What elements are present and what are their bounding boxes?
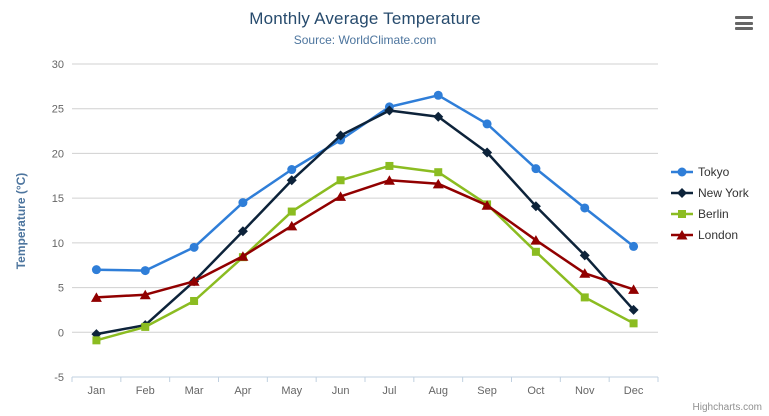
data-point-new-york[interactable] (335, 130, 346, 141)
data-point-new-york[interactable] (628, 304, 639, 315)
x-axis-tick-label: Apr (234, 385, 251, 397)
legend-diamond-icon (671, 187, 693, 198)
x-axis-tick-label: Feb (136, 385, 155, 397)
data-point-berlin[interactable] (580, 293, 589, 302)
data-point-new-york[interactable] (237, 226, 248, 237)
data-point-london[interactable] (139, 289, 151, 300)
legend: Tokyo New York Berlin London (671, 161, 749, 245)
y-axis-tick-label: -5 (54, 372, 64, 384)
series-new-york[interactable] (91, 105, 639, 340)
data-point-london[interactable] (579, 268, 591, 278)
legend-label: Tokyo (698, 164, 730, 179)
data-point-tokyo[interactable] (482, 119, 492, 129)
y-axis-tick-label: 15 (52, 193, 64, 205)
data-point-london[interactable] (628, 284, 640, 294)
data-point-tokyo[interactable] (238, 198, 248, 208)
data-point-tokyo[interactable] (531, 164, 541, 174)
chart-title: Monthly Average Temperature (249, 9, 481, 28)
legend-marker-tokyo[interactable] (677, 167, 687, 176)
x-axis-tick-label: Jun (332, 385, 350, 397)
legend-item-berlin[interactable]: Berlin (671, 203, 749, 224)
hamburger-icon (735, 27, 753, 30)
data-point-london[interactable] (90, 292, 102, 302)
legend-marker-new-york[interactable] (677, 187, 687, 198)
x-axis-tick-label: Aug (428, 385, 448, 397)
y-axis-tick-label: 0 (58, 327, 64, 339)
x-axis-tick-label: Jan (88, 385, 106, 397)
series-line-london[interactable] (95, 179, 635, 299)
x-axis-tick-label: Nov (575, 385, 595, 397)
chart-subtitle: Source: WorldClimate.com (293, 33, 437, 47)
data-point-london[interactable] (383, 175, 395, 185)
x-axis-tick-label: May (281, 385, 302, 397)
data-point-new-york[interactable] (579, 250, 590, 261)
series-tokyo[interactable] (91, 90, 639, 276)
data-point-tokyo[interactable] (629, 241, 639, 251)
x-axis-tick-label: Sep (477, 385, 497, 397)
data-point-tokyo[interactable] (580, 203, 590, 213)
y-axis-tick-label: 25 (52, 104, 64, 116)
data-point-new-york[interactable] (286, 175, 297, 186)
series-line-new-york[interactable] (95, 109, 635, 336)
legend-label: Berlin (698, 206, 729, 221)
data-point-tokyo[interactable] (287, 165, 297, 175)
data-point-london[interactable] (481, 200, 493, 210)
data-point-new-york[interactable] (482, 147, 493, 158)
data-point-berlin[interactable] (287, 207, 296, 216)
y-axis-title: Temperature (°C) (14, 173, 28, 270)
data-point-tokyo[interactable] (91, 265, 101, 275)
data-point-new-york[interactable] (530, 201, 541, 212)
data-point-berlin[interactable] (531, 247, 540, 256)
data-point-tokyo[interactable] (189, 242, 199, 252)
x-axis (71, 376, 659, 382)
data-point-london[interactable] (335, 191, 347, 201)
y-axis-tick-label: 20 (52, 148, 64, 160)
legend-label: London (698, 227, 739, 242)
series-line-berlin[interactable] (95, 164, 635, 342)
x-axis-tick-label: Mar (185, 385, 204, 397)
x-axis-tick-label: Dec (624, 385, 644, 397)
data-point-new-york[interactable] (384, 105, 395, 116)
axis-labels: -5 0 5 10 15 20 25 30 Jan Feb Mar Apr May Jun Jul Aug Se… (52, 59, 644, 397)
series-line-tokyo[interactable] (95, 94, 635, 272)
data-point-berlin[interactable] (336, 176, 345, 185)
data-point-london[interactable] (237, 251, 249, 261)
data-point-berlin[interactable] (629, 319, 638, 328)
data-point-tokyo[interactable] (140, 266, 150, 276)
y-axis-tick-label: 30 (52, 59, 64, 71)
data-point-new-york[interactable] (433, 111, 444, 122)
data-point-london[interactable] (530, 235, 542, 245)
gridlines (72, 63, 658, 378)
x-axis-tick-label: Jul (382, 385, 396, 397)
data-point-berlin[interactable] (141, 322, 150, 331)
hamburger-icon (735, 21, 753, 25)
data-point-berlin[interactable] (385, 161, 394, 170)
series-group[interactable] (90, 90, 640, 345)
x-axis-tick-label: Oct (527, 385, 544, 397)
data-point-tokyo[interactable] (433, 90, 443, 100)
legend-circle-icon (671, 167, 693, 176)
legend-item-london[interactable]: London (671, 224, 749, 245)
legend-item-tokyo[interactable]: Tokyo (671, 161, 749, 182)
legend-triangle-icon (671, 229, 693, 240)
y-axis-tick-label: 5 (58, 283, 64, 295)
data-point-london[interactable] (286, 220, 298, 231)
legend-square-icon (671, 209, 693, 218)
y-axis-tick-label: 10 (52, 238, 64, 250)
hamburger-icon (735, 16, 753, 19)
legend-item-new-york[interactable]: New York (671, 182, 749, 203)
context-menu-button[interactable] (735, 16, 753, 30)
highcharts-credit[interactable]: Highcharts.com (692, 402, 762, 413)
data-point-berlin[interactable] (434, 168, 443, 177)
legend-marker-berlin[interactable] (678, 209, 686, 218)
series-london[interactable] (90, 175, 640, 302)
legend-label: New York (698, 185, 749, 200)
legend-marker-london[interactable] (676, 229, 688, 240)
data-point-berlin[interactable] (92, 336, 101, 345)
data-point-london[interactable] (432, 178, 444, 189)
data-point-london[interactable] (188, 276, 200, 286)
data-point-berlin[interactable] (190, 296, 199, 305)
